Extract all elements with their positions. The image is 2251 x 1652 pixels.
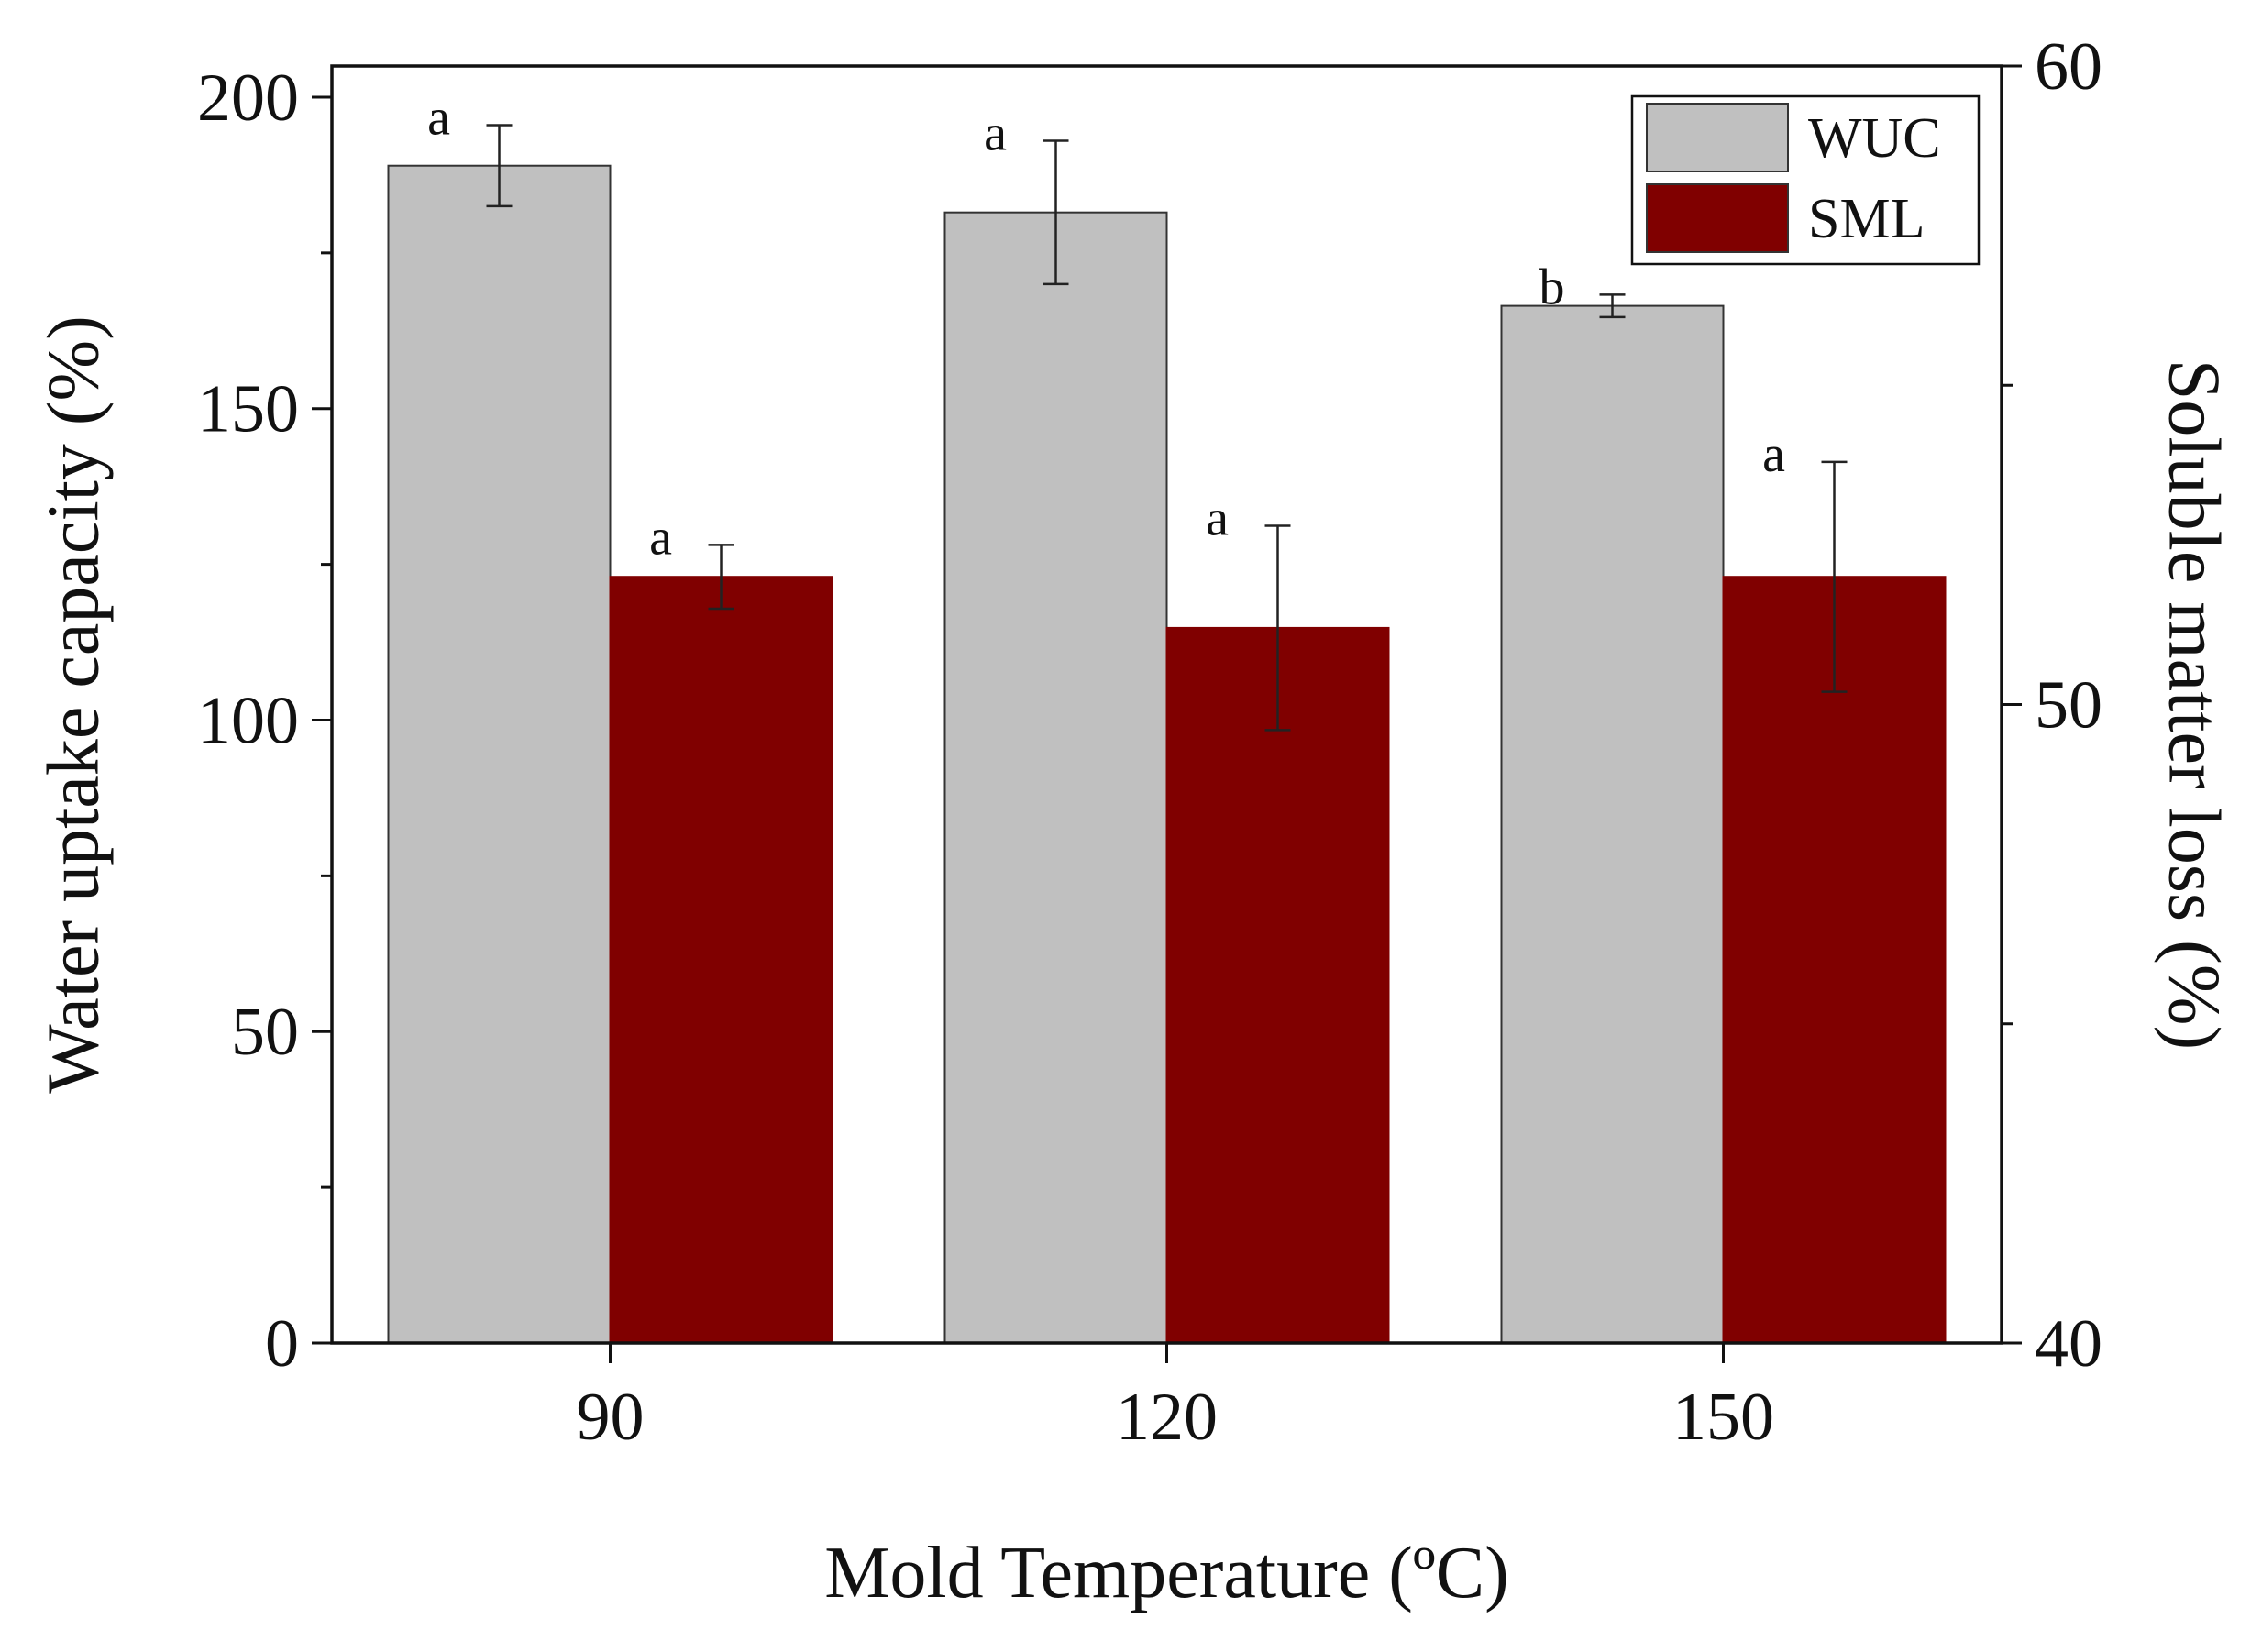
legend-label-wuc: WUC: [1808, 107, 1941, 170]
legend: WUC SML: [1630, 94, 1981, 266]
wuc-bar-120: [943, 211, 1168, 1344]
wuc-significance-label-120: a: [984, 105, 1007, 162]
legend-swatch-sml: [1646, 183, 1789, 253]
sml-significance-label-150: a: [1762, 426, 1785, 483]
x-axis-title: Mold Temperature (ºC): [824, 1533, 1508, 1613]
y-tick-label-100: 100: [197, 683, 299, 758]
sml-significance-label-120: a: [1206, 490, 1229, 546]
sml-bar-150: [1722, 576, 1947, 1344]
error-bars-layer: [486, 124, 1848, 732]
sml-bar-90: [609, 576, 833, 1344]
y-tick-label-0: 0: [265, 1306, 299, 1382]
y-tick-label-200: 200: [197, 61, 299, 136]
significance-labels-layer: a a b a a a: [427, 90, 1785, 567]
sml-significance-label-90: a: [649, 509, 672, 566]
legend-label-sml: SML: [1808, 188, 1925, 250]
x-tick-label-150: 150: [1672, 1380, 1774, 1455]
legend-swatch-wuc: [1646, 103, 1789, 172]
bars-layer: [387, 164, 1947, 1345]
sml-bar-120: [1165, 626, 1390, 1344]
y2-tick-label-60: 60: [2035, 29, 2102, 105]
y2-tick-label-40: 40: [2035, 1306, 2102, 1382]
wuc-bar-90: [387, 164, 612, 1345]
wuc-significance-label-90: a: [427, 90, 450, 147]
y2-axis-title: Soluble matter loss (%): [2154, 359, 2234, 1050]
x-tick-label-120: 120: [1116, 1380, 1218, 1455]
y-tick-label-150: 150: [197, 372, 299, 447]
y-axis-title: Water uptake capacity (%): [33, 315, 114, 1094]
x-tick-label-90: 90: [577, 1380, 645, 1455]
y2-tick-label-50: 50: [2035, 668, 2102, 743]
axes-layer: 0 50 100 150 200 40 50 60 90 120 150: [197, 29, 2102, 1455]
y-tick-label-50: 50: [231, 995, 299, 1070]
wuc-significance-label-150: b: [1539, 259, 1565, 315]
wuc-bar-150: [1500, 304, 1725, 1344]
